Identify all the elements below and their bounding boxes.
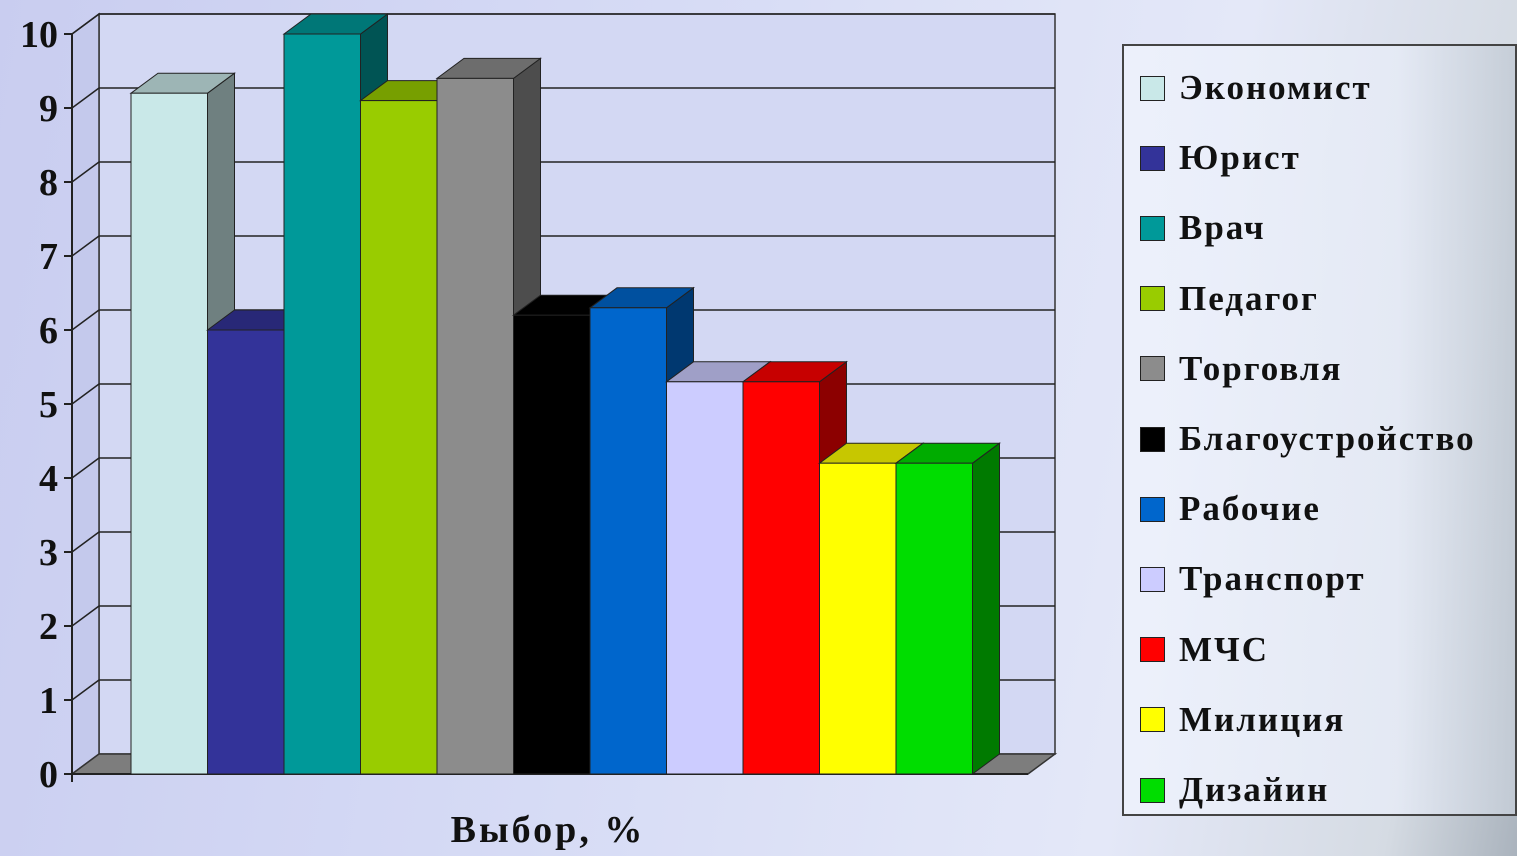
legend-swatch <box>1140 777 1165 803</box>
gridline-diagonal <box>71 161 100 183</box>
y-tick-label: 7 <box>39 236 58 278</box>
legend-label: Юрист <box>1179 138 1301 178</box>
legend-label: Педагог <box>1179 278 1319 318</box>
y-tick-label: 2 <box>39 606 58 648</box>
gridline-diagonal <box>71 309 100 331</box>
legend-swatch <box>1140 566 1165 592</box>
y-tick-label: 4 <box>39 458 58 500</box>
x-axis-label: Выбор, % <box>451 809 646 851</box>
gridline-diagonal <box>71 383 100 405</box>
bars <box>129 13 1002 775</box>
gridline-diagonal <box>71 605 100 627</box>
legend-item: Транспорт <box>1140 559 1366 599</box>
legend-item: Рабочие <box>1140 489 1321 529</box>
legend-item: Торговля <box>1140 349 1342 389</box>
legend-label: Экономист <box>1179 68 1372 107</box>
legend-swatch <box>1140 496 1165 522</box>
bar-front <box>895 462 973 775</box>
bar-front <box>360 100 438 775</box>
gridline-diagonal <box>71 13 100 35</box>
y-tick-label: 5 <box>39 384 58 426</box>
gridline-diagonal <box>71 531 100 553</box>
gridline-diagonal <box>71 457 100 479</box>
legend-label: Милиция <box>1179 699 1346 739</box>
y-tick-label: 8 <box>39 162 58 204</box>
legend-swatch <box>1140 637 1165 663</box>
bar-front <box>666 381 744 775</box>
legend-swatch <box>1140 707 1165 733</box>
legend-swatch <box>1140 426 1165 452</box>
bar-front <box>130 92 208 775</box>
y-axis: 0 1 2 3 4 5 6 7 8 9 10 <box>20 14 73 796</box>
bar-5 <box>435 57 543 775</box>
y-tick-label: 3 <box>39 532 58 574</box>
legend-label: Благоустройство <box>1179 419 1476 458</box>
legend-item: МЧС <box>1140 630 1269 670</box>
y-tick-label: 6 <box>39 310 58 352</box>
legend-item: Врач <box>1140 208 1266 248</box>
y-tick-label: 0 <box>39 754 58 796</box>
legend-item: Дизайин <box>1140 770 1329 810</box>
bar-front <box>436 77 514 775</box>
legend-label: Транспорт <box>1179 559 1366 599</box>
bar-11 <box>894 442 1002 775</box>
bar-front <box>207 329 285 775</box>
legend-swatch <box>1140 286 1165 312</box>
gridline-diagonal <box>71 235 100 257</box>
legend-swatch <box>1140 75 1165 101</box>
legend-item: Экономист <box>1140 68 1372 108</box>
legend-item: Юрист <box>1140 138 1301 178</box>
legend-swatch <box>1140 356 1165 382</box>
legend-label: Торговля <box>1179 348 1343 388</box>
y-tick-label: 9 <box>39 88 58 130</box>
legend-swatch <box>1140 215 1165 241</box>
legend-label: Врач <box>1179 208 1266 248</box>
bar-front <box>283 33 361 775</box>
legend-item: Благоустройство <box>1140 419 1476 459</box>
bar-side <box>972 442 1000 775</box>
legend-swatch <box>1140 145 1165 171</box>
legend: Экономист Юрист Врач Педагог Торговля Благоус… <box>1122 44 1517 816</box>
legend-item: Милиция <box>1140 700 1345 740</box>
bar-front <box>819 462 897 775</box>
legend-label: МЧС <box>1179 629 1269 669</box>
y-tick-label: 1 <box>39 680 58 722</box>
bar-front <box>742 381 820 775</box>
bar-front <box>513 314 591 775</box>
y-tick-label: 10 <box>20 14 58 56</box>
legend-label: Рабочие <box>1179 489 1321 529</box>
legend-label: Дизайин <box>1179 770 1330 809</box>
gridline-diagonal <box>71 679 100 701</box>
bar-front <box>589 307 667 775</box>
legend-item: Педагог <box>1140 279 1319 319</box>
gridline-diagonal <box>71 87 100 109</box>
